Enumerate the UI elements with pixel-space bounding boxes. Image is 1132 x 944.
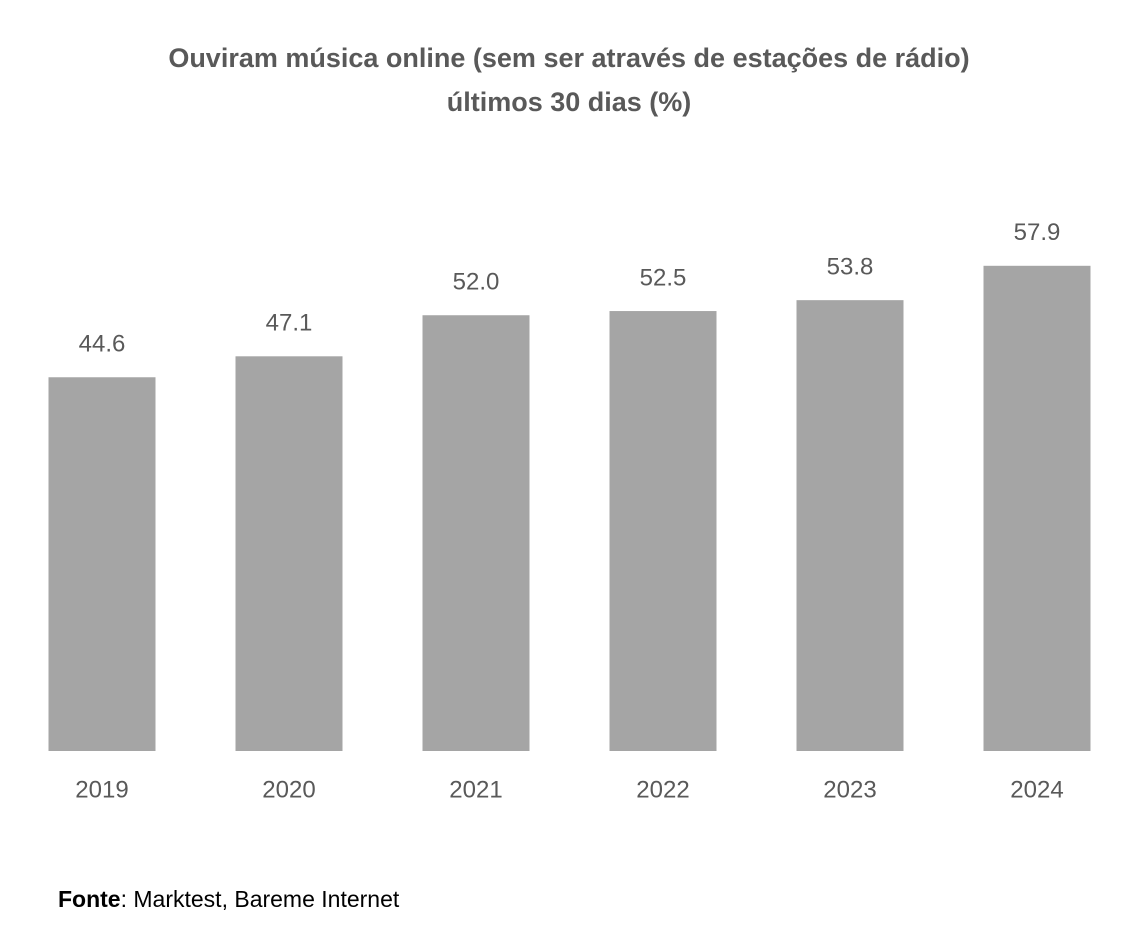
- source-text: : Marktest, Bareme Internet: [121, 886, 400, 912]
- x-tick-label: 2021: [449, 776, 502, 803]
- x-tick-label: 2020: [262, 776, 315, 803]
- bar: [609, 311, 717, 751]
- value-label: 47.1: [266, 310, 313, 337]
- value-label: 57.9: [1014, 219, 1061, 246]
- value-label: 52.0: [453, 269, 500, 296]
- x-tick-label: 2019: [75, 776, 128, 803]
- bar: [796, 300, 904, 751]
- value-label: 52.5: [640, 264, 687, 291]
- bar: [235, 356, 343, 751]
- bar: [422, 315, 530, 751]
- bar: [983, 265, 1091, 751]
- bar: [48, 377, 156, 751]
- chart-title: Ouviram música online (sem ser através d…: [168, 43, 969, 73]
- x-tick-label: 2022: [636, 776, 689, 803]
- value-label: 53.8: [827, 253, 874, 280]
- source-label: Fonte: [58, 886, 121, 912]
- value-label: 44.6: [79, 331, 126, 358]
- chart-title: últimos 30 dias (%): [447, 87, 692, 117]
- x-tick-label: 2024: [1010, 776, 1063, 803]
- x-tick-label: 2023: [823, 776, 876, 803]
- source: Fonte: Marktest, Bareme Internet: [58, 886, 400, 912]
